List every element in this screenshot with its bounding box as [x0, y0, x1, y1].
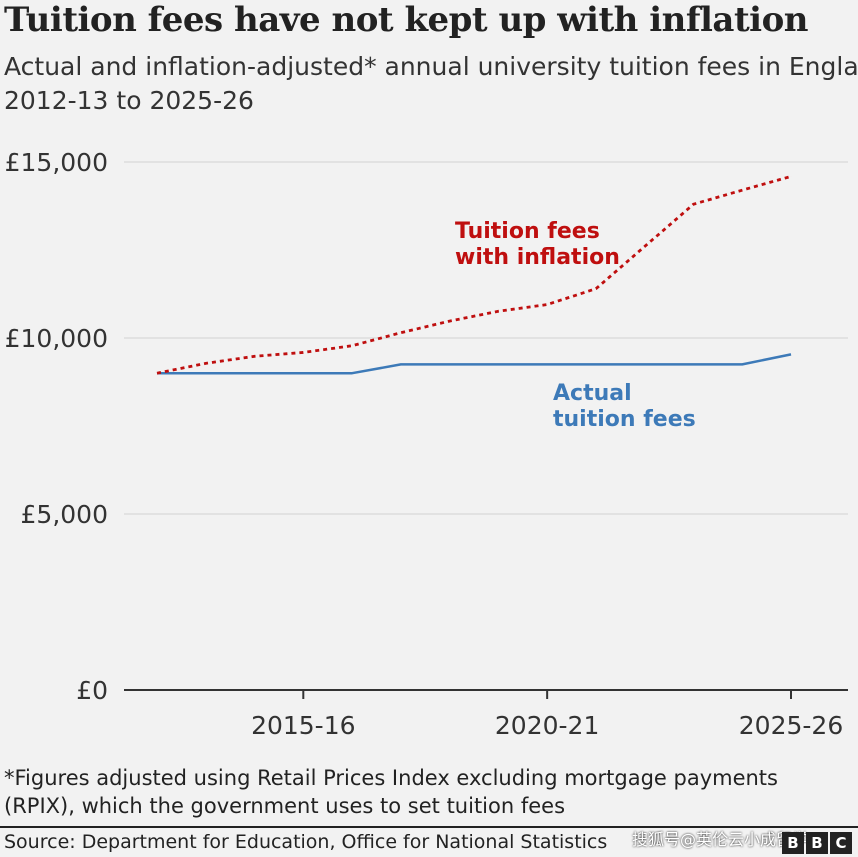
source-divider [0, 826, 858, 828]
x-tick-label: 2025-26 [739, 711, 843, 740]
chart-title: Tuition fees have not kept up with infla… [4, 0, 808, 40]
line-chart: £0 £5,000 £10,000 £15,000 2015-16 2020-21 202… [5, 148, 848, 740]
x-tick-label: 2020-21 [495, 711, 599, 740]
y-tick-label: £0 [76, 676, 108, 705]
logo-letter-b1: B [782, 832, 804, 854]
x-tick-label: 2015-16 [251, 711, 355, 740]
actual-fees-line [157, 353, 792, 375]
footnote: *Figures adjusted using Retail Prices In… [4, 766, 778, 818]
gridlines [124, 161, 848, 515]
logo-letter-c: C [830, 832, 852, 854]
bbc-logo: B B C [782, 832, 852, 854]
x-axis: 2015-16 2020-21 2025-26 [124, 689, 848, 740]
actual-fees-label: Actual tuition fees [553, 381, 696, 432]
inflation-fees-label: Tuition fees with inflation [455, 219, 620, 270]
y-tick-label: £15,000 [5, 148, 108, 177]
y-tick-label: £10,000 [5, 324, 108, 353]
logo-letter-b2: B [806, 832, 828, 854]
chart-subtitle: Actual and inflation-adjusted* annual un… [4, 52, 858, 115]
source-text: Source: Department for Education, Office… [4, 831, 608, 853]
y-tick-label: £5,000 [21, 500, 108, 529]
series-labels: Actual tuition fees Tuition fees with infla… [455, 219, 696, 432]
watermark-text: 搜狐号@英伦云小成留学 [632, 830, 809, 849]
inflation-fees-line [156, 175, 792, 375]
series-lines [156, 175, 792, 375]
y-axis-ticks: £0 £5,000 £10,000 £15,000 [5, 148, 108, 705]
